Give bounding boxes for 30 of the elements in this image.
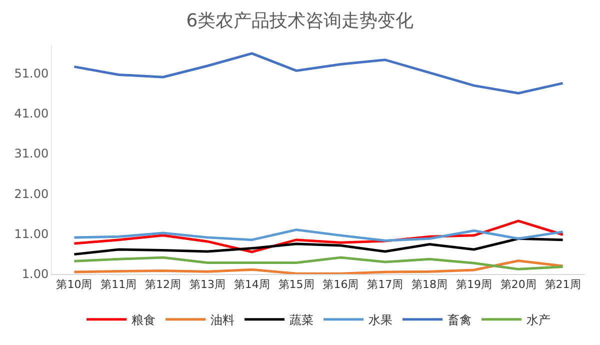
x-tick-label: 第15周 bbox=[278, 278, 314, 292]
legend-label: 粮食 bbox=[132, 313, 156, 328]
x-tick-label: 第18周 bbox=[412, 278, 448, 292]
line-series bbox=[72, 52, 564, 94]
x-tick-label: 第21周 bbox=[544, 278, 581, 292]
x-tick-label: 第20周 bbox=[500, 278, 536, 292]
y-tick-label: 41.00 bbox=[14, 106, 49, 120]
legend-label: 畜禽 bbox=[448, 313, 472, 328]
y-tick-label: 1.00 bbox=[22, 267, 49, 282]
line-series bbox=[72, 259, 564, 274]
x-tick-label: 第10周 bbox=[56, 278, 92, 292]
legend-label: 水果 bbox=[368, 313, 392, 328]
y-tick-label: 31.00 bbox=[14, 146, 49, 161]
line-series bbox=[72, 228, 564, 242]
x-tick-label: 第14周 bbox=[234, 278, 270, 292]
x-tick-label: 第16周 bbox=[322, 278, 359, 292]
x-tick-label: 第12周 bbox=[145, 278, 182, 292]
line-series bbox=[72, 237, 564, 256]
x-tick-label: 第19周 bbox=[456, 278, 492, 292]
legend-label: 油料 bbox=[210, 313, 234, 328]
x-tick-label: 第11周 bbox=[100, 278, 137, 292]
legend-label: 水产 bbox=[526, 313, 550, 328]
y-tick-label: 21.00 bbox=[14, 186, 49, 201]
x-tick-label: 第13周 bbox=[189, 278, 226, 292]
chart-title: 6类农产品技术咨询走势变化 bbox=[186, 10, 414, 32]
line-series bbox=[72, 256, 564, 270]
y-tick-label: 51.00 bbox=[14, 66, 49, 80]
x-tick-label: 第17周 bbox=[367, 278, 404, 292]
legend-label: 蔬菜 bbox=[290, 313, 314, 328]
y-tick-label: 11.00 bbox=[14, 227, 49, 242]
